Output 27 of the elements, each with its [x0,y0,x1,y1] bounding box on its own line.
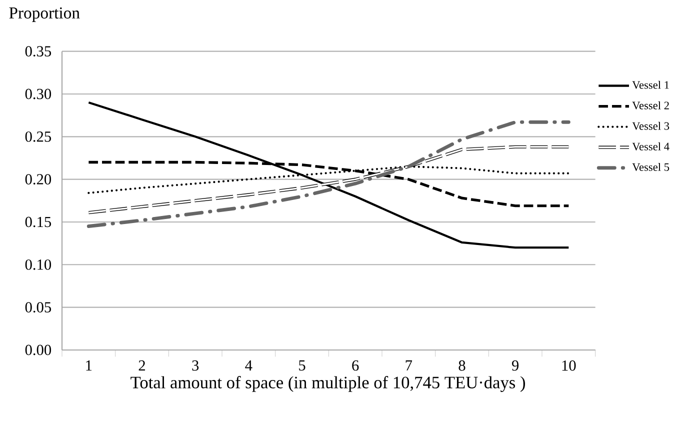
legend-label: Vessel 1 [632,80,669,89]
y-tick-label: 0.20 [25,174,52,185]
y-axis-title: Proportion [9,7,80,22]
y-tick-label: 0.30 [25,88,52,100]
line-series [86,120,570,228]
x-tick-label: 6 [352,360,359,371]
y-tick-label: 0.35 [25,46,52,57]
y-tick-label: 0.25 [25,131,52,142]
y-tick-label: 0.05 [25,302,52,313]
y-tick-label: 0.10 [25,259,52,270]
legend-label: Vessel 2 [632,101,669,110]
x-tick-label: 7 [406,360,412,370]
legend-label: Vessel 5 [632,162,670,171]
x-tick-label: 2 [138,360,145,371]
x-tick-label: 4 [245,360,252,370]
x-tick-label: 8 [458,360,466,371]
x-tick-label: 1 [86,360,92,371]
y-tick-label: 0.00 [25,344,52,356]
line-series [88,101,570,249]
x-tick-label: 3 [192,360,199,371]
x-tick-label: 10 [562,360,576,371]
x-axis-title: Total amount of space (in multiple of 10,745 TEU·days ) [130,376,525,392]
x-tick-label: 9 [512,360,519,371]
x-tick-label: 5 [299,360,306,371]
y-tick-label: 0.15 [25,216,52,228]
legend-label: Vessel 4 [632,142,670,150]
legend-label: Vessel 3 [632,122,670,130]
